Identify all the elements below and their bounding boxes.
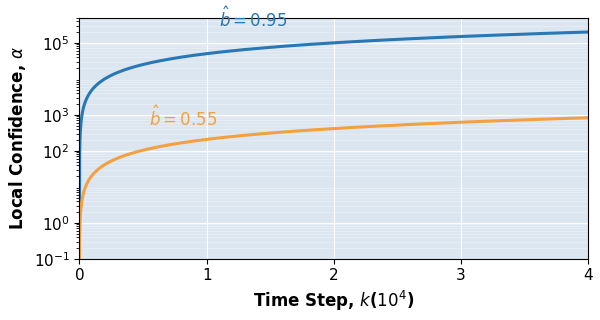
Text: $\hat{b} = 0.95$: $\hat{b} = 0.95$ (220, 7, 288, 31)
Y-axis label: Local Confidence, $\alpha$: Local Confidence, $\alpha$ (7, 46, 28, 230)
Text: $\hat{b} = 0.55$: $\hat{b} = 0.55$ (149, 105, 218, 130)
X-axis label: Time Step, $k$($10^4$): Time Step, $k$($10^4$) (253, 289, 415, 313)
